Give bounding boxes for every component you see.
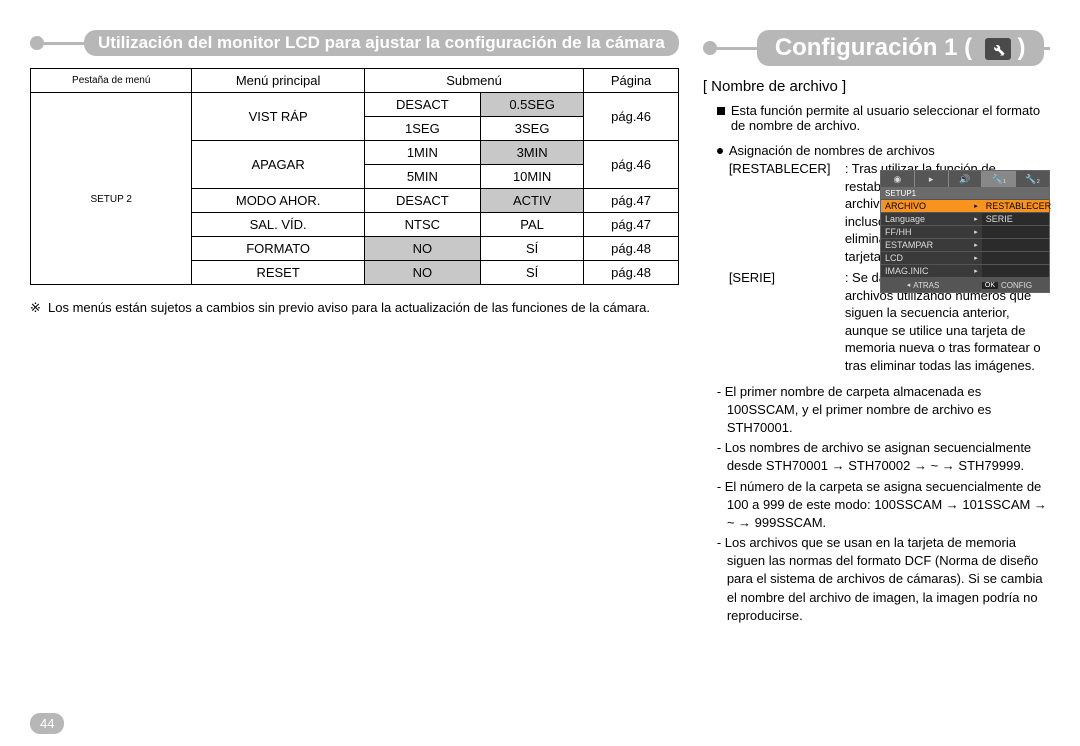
settings-table: Pestaña de menú Menú principal Submenú P… bbox=[30, 68, 679, 285]
lcd-topbar: ◉ ▸ 🔊 🔧₁ 🔧₂ bbox=[881, 171, 1049, 187]
wrench-icon: 🔧₁ bbox=[982, 171, 1016, 187]
cell-main: MODO AHOR. bbox=[192, 189, 364, 213]
def-label: [RESTABLECER] bbox=[729, 160, 845, 265]
footnote-text: Los menús están sujetos a cambios sin pr… bbox=[48, 299, 650, 317]
page-number: 44 bbox=[30, 713, 64, 734]
sound-icon: 🔊 bbox=[949, 171, 983, 187]
lcd-option: RESTABLECER bbox=[982, 200, 1049, 213]
lcd-option: SERIE bbox=[982, 213, 1049, 226]
wrench-icon: 🔧₂ bbox=[1016, 171, 1049, 187]
cell-main: RESET bbox=[192, 261, 364, 285]
cell-page: pág.46 bbox=[584, 141, 679, 189]
def-label: [SERIE] bbox=[729, 269, 845, 374]
cell: DESACT bbox=[364, 93, 480, 117]
note-item: - Los nombres de archivo se asignan secu… bbox=[717, 439, 1050, 475]
cell: 3MIN bbox=[480, 141, 583, 165]
left-heading: Utilización del monitor LCD para ajustar… bbox=[30, 30, 679, 56]
cell: ACTIV bbox=[480, 189, 583, 213]
lcd-spacer bbox=[982, 226, 1049, 239]
note-item: - Los archivos que se usan en la tarjeta… bbox=[717, 534, 1050, 625]
play-icon: ▸ bbox=[915, 171, 949, 187]
cell-main: FORMATO bbox=[192, 237, 364, 261]
footnote: ※ Los menús están sujetos a cambios sin … bbox=[30, 299, 679, 317]
tab-cell: 2 SETUP 2 bbox=[31, 93, 192, 285]
camera-lcd: ◉ ▸ 🔊 🔧₁ 🔧₂ SETUP1 ARCHIVO▸ Language▸ FF… bbox=[880, 170, 1050, 293]
cell: NO bbox=[364, 237, 480, 261]
cell-page: pág.46 bbox=[584, 93, 679, 141]
cell: 3SEG bbox=[480, 117, 583, 141]
round-bullet-icon bbox=[717, 148, 723, 154]
th-sub: Submenú bbox=[364, 69, 584, 93]
cell: 1SEG bbox=[364, 117, 480, 141]
cell-page: pág.47 bbox=[584, 213, 679, 237]
lcd-spacer bbox=[982, 239, 1049, 252]
lcd-item: Language▸ bbox=[881, 213, 982, 226]
footnote-mark: ※ bbox=[30, 299, 48, 317]
cell-main: APAGAR bbox=[192, 141, 364, 189]
th-main: Menú principal bbox=[192, 69, 364, 93]
th-page: Página bbox=[584, 69, 679, 93]
bullet: Asignación de nombres de archivos bbox=[717, 143, 1050, 158]
note-item: - El primer nombre de carpeta almacenada… bbox=[717, 383, 1050, 438]
lcd-item: IMAG.INIC▸ bbox=[881, 265, 982, 278]
lcd-item: ESTAMPAR▸ bbox=[881, 239, 982, 252]
right-title-close: ) bbox=[1018, 34, 1026, 61]
heading-line bbox=[44, 42, 84, 45]
lcd-item: ARCHIVO▸ bbox=[881, 200, 982, 213]
lcd-item: LCD▸ bbox=[881, 252, 982, 265]
cell: 0.5SEG bbox=[480, 93, 583, 117]
lcd-item: FF/HH▸ bbox=[881, 226, 982, 239]
cell-main: SAL. VÍD. bbox=[192, 213, 364, 237]
notes: - El primer nombre de carpeta almacenada… bbox=[717, 383, 1050, 625]
cell-main: VIST RÁP bbox=[192, 93, 364, 141]
th-tab: Pestaña de menú bbox=[31, 69, 192, 93]
heading-line bbox=[1044, 47, 1051, 50]
cell-page: pág.47 bbox=[584, 189, 679, 213]
cell: 1MIN bbox=[364, 141, 480, 165]
camera-icon: ◉ bbox=[881, 171, 915, 187]
lcd-bottombar: ◂ATRAS OKCONFIG bbox=[881, 278, 1049, 292]
cell: 5MIN bbox=[364, 165, 480, 189]
description-text: Esta función permite al usuario seleccio… bbox=[731, 103, 1050, 133]
wrench-icon: 1 bbox=[985, 38, 1011, 60]
cell-page: pág.48 bbox=[584, 237, 679, 261]
lcd-left-menu: SETUP1 ARCHIVO▸ Language▸ FF/HH▸ ESTAMPA… bbox=[881, 187, 982, 278]
cell-page: pág.48 bbox=[584, 261, 679, 285]
cell: SÍ bbox=[480, 237, 583, 261]
right-title: Configuración 1 ( 1 ) bbox=[757, 30, 1044, 66]
lcd-spacer bbox=[982, 252, 1049, 265]
section-title: [ Nombre de archivo ] bbox=[703, 78, 1050, 95]
description: Esta función permite al usuario seleccio… bbox=[717, 103, 1050, 133]
cell: PAL bbox=[480, 213, 583, 237]
right-title-text: Configuración 1 ( bbox=[775, 34, 972, 61]
lcd-header: SETUP1 bbox=[881, 187, 982, 200]
wrench-icon: 2 bbox=[100, 172, 122, 190]
lcd-config: CONFIG bbox=[1001, 281, 1032, 290]
lcd-spacer bbox=[982, 265, 1049, 278]
svg-text:2: 2 bbox=[110, 182, 114, 188]
heading-line bbox=[717, 47, 757, 50]
cell: 10MIN bbox=[480, 165, 583, 189]
cell: DESACT bbox=[364, 189, 480, 213]
right-heading: Configuración 1 ( 1 ) bbox=[703, 30, 1050, 66]
cell: SÍ bbox=[480, 261, 583, 285]
lcd-spacer bbox=[982, 187, 1049, 200]
ok-badge: OK bbox=[982, 282, 998, 289]
square-bullet-icon bbox=[717, 107, 725, 115]
cell: NTSC bbox=[364, 213, 480, 237]
heading-dot bbox=[703, 41, 717, 55]
lcd-right-menu: RESTABLECER SERIE bbox=[982, 187, 1049, 278]
left-title: Utilización del monitor LCD para ajustar… bbox=[84, 30, 679, 56]
left-arrow-icon: ◂ bbox=[907, 281, 911, 289]
tab-label: SETUP 2 bbox=[90, 194, 132, 205]
note-item: - El número de la carpeta se asigna secu… bbox=[717, 478, 1050, 533]
lcd-back: ATRAS bbox=[913, 281, 939, 290]
heading-dot bbox=[30, 36, 44, 50]
bullet-text: Asignación de nombres de archivos bbox=[729, 143, 935, 158]
cell: NO bbox=[364, 261, 480, 285]
svg-text:1: 1 bbox=[1000, 50, 1004, 56]
